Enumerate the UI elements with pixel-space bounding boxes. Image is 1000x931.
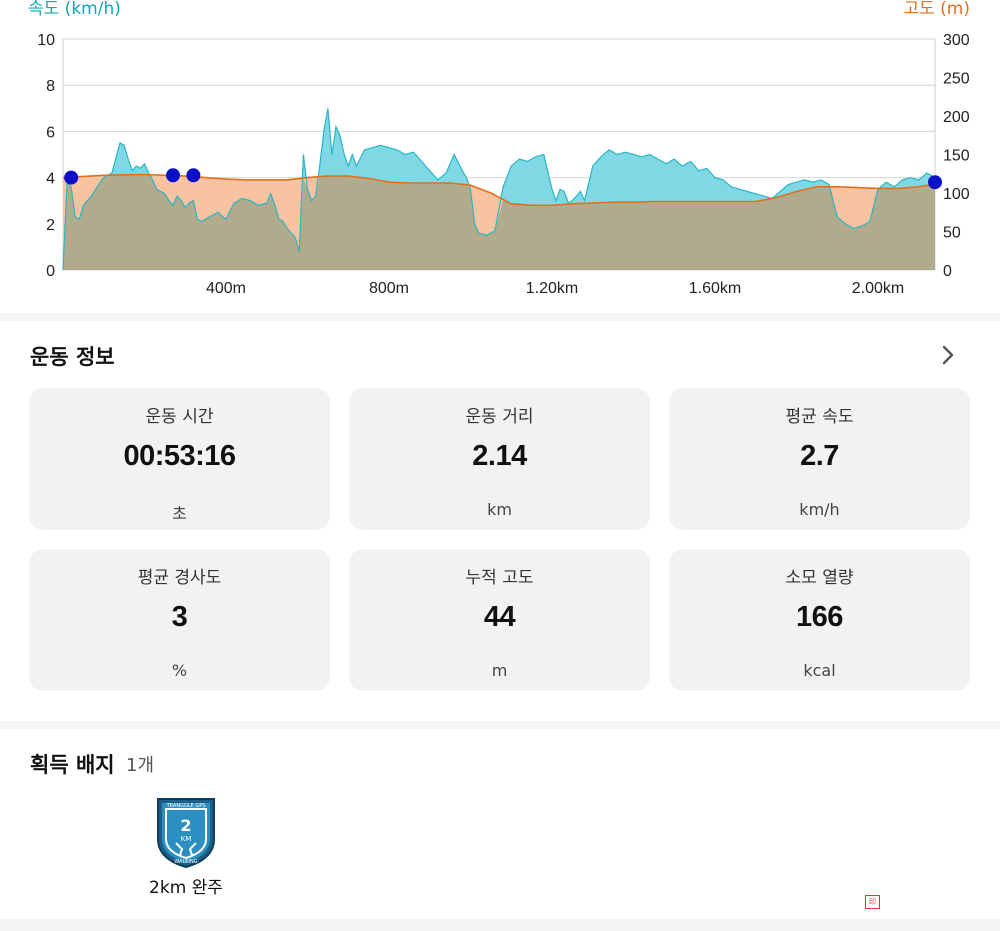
badge-2km-complete[interactable]: TRANGGLE GPS 2 KM WALKING 2km 완주 bbox=[136, 795, 236, 898]
right-tick-label: 250 bbox=[943, 71, 970, 88]
tile-value: 2.7 bbox=[800, 440, 839, 472]
left-tick-label: 6 bbox=[46, 124, 55, 141]
speed-line bbox=[62, 108, 936, 271]
exercise-info-section: 운동 정보 운동 시간 00:53:16 초 운동 거리 2.14 km 평균 … bbox=[0, 321, 1000, 721]
tile-label: 운동 거리 bbox=[465, 407, 534, 427]
badge-label: 2km 완주 bbox=[149, 878, 223, 898]
x-tick-label: 2.00km bbox=[852, 280, 904, 297]
chevron-right-icon[interactable] bbox=[934, 341, 962, 369]
tile-value: 2.14 bbox=[472, 440, 527, 472]
left-tick-label: 10 bbox=[37, 32, 55, 49]
chart-canvas: 10 8 6 4 2 0 300 250 200 150 100 50 0 400m 800m 1.20km 1… bbox=[37, 32, 970, 297]
badges-count: 1개 bbox=[126, 755, 155, 776]
right-tick-label: 50 bbox=[943, 225, 961, 242]
right-tick-label: 100 bbox=[943, 186, 970, 203]
tile-exercise-distance: 운동 거리 2.14 km bbox=[349, 388, 650, 530]
left-tick-label: 4 bbox=[46, 171, 55, 188]
tile-average-speed: 평균 속도 2.7 km/h bbox=[669, 388, 970, 530]
speed-altitude-chart: 10 8 6 4 2 0 300 250 200 150 100 50 0 400m 800m 1.20km 1… bbox=[0, 0, 1000, 313]
left-axis-title: 속도 (km/h) bbox=[28, 0, 121, 19]
x-tick-label: 400m bbox=[206, 280, 246, 297]
tile-exercise-time: 운동 시간 00:53:16 초 bbox=[29, 388, 330, 530]
overlap-area bbox=[63, 174, 935, 270]
left-tick-label: 8 bbox=[46, 78, 55, 95]
right-tick-label: 300 bbox=[943, 32, 970, 49]
right-axis-title: 고도 (m) bbox=[903, 0, 970, 19]
x-tick-label: 1.60km bbox=[689, 280, 741, 297]
tile-label: 평균 속도 bbox=[785, 407, 854, 427]
chart-marker bbox=[186, 168, 201, 183]
badge-unit: KM bbox=[181, 835, 192, 843]
walking-badge-icon: TRANGGLE GPS 2 KM WALKING bbox=[157, 798, 215, 869]
tile-cumulative-altitude: 누적 고도 44 m bbox=[349, 549, 650, 691]
tile-unit: km bbox=[487, 500, 512, 519]
altitude-line bbox=[62, 173, 936, 207]
stamp-icon: 印 bbox=[865, 895, 880, 909]
tile-unit: kcal bbox=[803, 661, 836, 680]
tile-label: 누적 고도 bbox=[465, 568, 534, 588]
right-tick-label: 0 bbox=[943, 263, 952, 280]
tile-value: 166 bbox=[796, 601, 843, 633]
x-tick-label: 800m bbox=[369, 280, 409, 297]
badge-bottom-text: WALKING bbox=[174, 859, 197, 865]
chart-marker bbox=[928, 175, 942, 190]
right-tick-label: 200 bbox=[943, 109, 970, 126]
tile-average-slope: 평균 경사도 3 % bbox=[29, 549, 330, 691]
badge-number: 2 bbox=[180, 816, 191, 835]
left-tick-label: 0 bbox=[46, 263, 55, 280]
tile-unit: km/h bbox=[799, 500, 840, 519]
tile-value: 3 bbox=[171, 601, 188, 633]
badges-title: 획득 배지 bbox=[30, 753, 115, 777]
tile-value: 00:53:16 bbox=[123, 440, 236, 472]
tile-label: 소모 열량 bbox=[785, 568, 854, 588]
x-tick-label: 1.20km bbox=[526, 280, 578, 297]
tile-unit: % bbox=[171, 661, 188, 680]
right-tick-label: 150 bbox=[943, 148, 970, 165]
tile-unit: 초 bbox=[172, 504, 187, 523]
section-title: 운동 정보 bbox=[30, 345, 115, 369]
tile-label: 평균 경사도 bbox=[137, 568, 222, 588]
badge-top-text: TRANGGLE GPS bbox=[166, 803, 206, 809]
tile-unit: m bbox=[491, 661, 508, 680]
left-tick-label: 2 bbox=[46, 217, 55, 234]
chart-marker bbox=[166, 168, 181, 183]
chart-marker bbox=[64, 170, 79, 185]
tile-label: 운동 시간 bbox=[145, 407, 214, 427]
earned-badges-section: 획득 배지 1개 TRANGGLE GPS 2 KM WALKING 2km 완… bbox=[0, 729, 1000, 919]
tile-value: 44 bbox=[483, 601, 516, 633]
tile-calories-burned: 소모 열량 166 kcal bbox=[669, 549, 970, 691]
